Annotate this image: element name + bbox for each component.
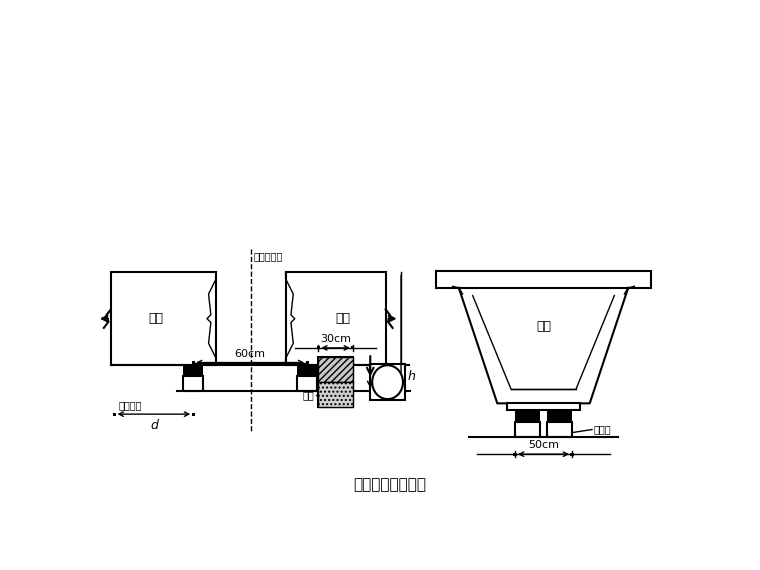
Bar <box>286 272 385 365</box>
Bar <box>113 413 116 416</box>
Bar <box>111 272 217 365</box>
Bar <box>351 347 354 349</box>
Text: 60cm: 60cm <box>235 349 266 359</box>
Text: 主梁: 主梁 <box>536 320 551 333</box>
Text: 主梁: 主梁 <box>148 312 163 325</box>
Text: 30cm: 30cm <box>320 334 351 344</box>
Text: 钉板型: 钉板型 <box>297 365 315 374</box>
Bar <box>514 453 517 455</box>
Text: 临时支小: 临时支小 <box>119 400 142 410</box>
Text: 细砂: 细砂 <box>302 390 315 400</box>
Ellipse shape <box>372 365 403 399</box>
Text: 50cm: 50cm <box>528 440 559 450</box>
Bar <box>297 365 317 376</box>
Text: h: h <box>407 370 415 384</box>
Text: 非连续端临时支座: 非连续端临时支座 <box>353 477 426 492</box>
Bar <box>435 271 651 288</box>
Bar <box>508 404 580 409</box>
Bar <box>183 365 203 376</box>
Bar <box>547 409 572 422</box>
Bar <box>318 382 353 407</box>
Bar <box>547 422 572 437</box>
Bar <box>297 376 317 391</box>
Text: d: d <box>150 419 158 431</box>
Bar <box>515 422 540 437</box>
Bar <box>318 357 353 407</box>
Text: 桥棁中心线: 桥棁中心线 <box>254 251 283 261</box>
Bar <box>318 357 353 382</box>
Bar <box>515 409 540 422</box>
Bar <box>370 364 405 400</box>
Bar <box>306 361 309 364</box>
Text: 主梁: 主梁 <box>336 312 351 325</box>
Bar <box>192 361 195 364</box>
Bar <box>317 347 320 349</box>
Bar <box>571 453 574 455</box>
Bar <box>183 376 203 391</box>
Bar <box>192 413 195 416</box>
Text: 斜楞层: 斜楞层 <box>594 425 611 434</box>
